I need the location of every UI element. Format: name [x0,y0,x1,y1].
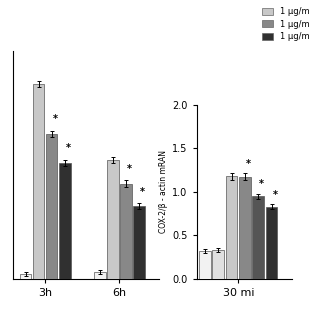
Text: *: * [272,190,277,200]
Bar [94,272,106,279]
Text: *: * [127,164,132,174]
Bar [20,274,31,279]
Text: *: * [66,143,71,153]
Y-axis label: COX-2/β - actin mRAN: COX-2/β - actin mRAN [159,150,168,233]
Bar [266,207,277,279]
Bar [252,196,264,279]
Bar [33,84,44,279]
Bar [199,251,211,279]
Bar [226,176,237,279]
Text: *: * [140,187,145,197]
Bar [133,206,145,279]
Text: *: * [53,114,58,124]
Text: *: * [259,179,264,189]
Bar [59,163,70,279]
Bar [239,177,251,279]
Bar [107,160,119,279]
Bar [120,184,132,279]
Bar [212,250,224,279]
Bar [46,134,57,279]
Text: *: * [246,159,251,169]
Legend: 1 μg/m, 1 μg/m, 1 μg/m: 1 μg/m, 1 μg/m, 1 μg/m [258,4,313,44]
